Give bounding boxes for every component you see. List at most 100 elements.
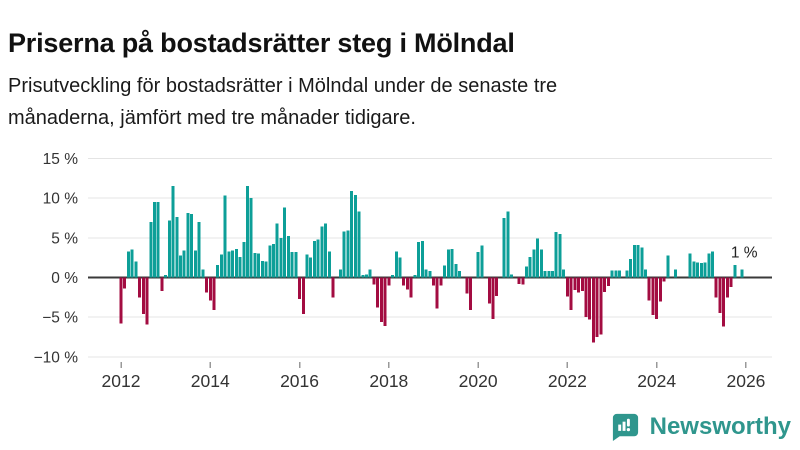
bar-2020-10 xyxy=(510,274,514,278)
bar-2018-09 xyxy=(417,241,421,278)
bar-2022-10 xyxy=(599,277,603,335)
bar-2025-05 xyxy=(714,277,718,298)
bar-2014-05 xyxy=(223,195,227,278)
bar-2020-05 xyxy=(491,277,495,319)
bar-2016-12 xyxy=(338,269,342,278)
bar-2021-12 xyxy=(562,269,566,278)
bar-2018-06 xyxy=(405,277,409,290)
bar-2021-01 xyxy=(521,277,525,285)
bar-2021-05 xyxy=(536,238,540,278)
bar-2015-11 xyxy=(290,252,294,278)
price-chart: 15 % 10 % 5 % 0 % −5 % −10 % 2012 2014 2016 2018 2… xyxy=(34,151,772,391)
bar-2025-06 xyxy=(718,277,722,314)
bar-2013-11 xyxy=(201,269,205,278)
bar-2019-03 xyxy=(439,277,443,286)
bar-2018-10 xyxy=(420,240,424,278)
bar-2014-12 xyxy=(249,198,253,278)
bar-2013-06 xyxy=(182,250,186,278)
bar-2015-03 xyxy=(260,260,264,278)
bar-2018-12 xyxy=(428,271,432,278)
bar-2012-02 xyxy=(123,277,127,289)
bar-2020-12 xyxy=(517,277,521,284)
bar-2021-02 xyxy=(524,266,528,278)
bar-2017-12 xyxy=(383,277,387,326)
bar-2019-11 xyxy=(469,277,473,311)
bar-2015-12 xyxy=(294,252,298,278)
bar-2019-08 xyxy=(458,271,462,278)
x-axis-label: 2012 xyxy=(102,371,141,391)
bar-2022-06 xyxy=(584,277,588,318)
bar-2019-02 xyxy=(435,277,439,309)
bar-2022-04 xyxy=(577,277,581,293)
bar-2018-03 xyxy=(394,251,398,278)
x-axis-label: 2022 xyxy=(548,371,587,391)
bar-2015-02 xyxy=(257,253,261,278)
bar-2014-04 xyxy=(219,254,223,278)
bar-2012-01 xyxy=(119,277,123,324)
bar-2015-06 xyxy=(272,244,276,278)
y-axis-label: 0 % xyxy=(51,270,78,287)
bar-2024-12 xyxy=(696,262,700,278)
bar-2018-08 xyxy=(413,275,417,278)
bar-2013-12 xyxy=(205,277,209,293)
bar-2017-05 xyxy=(357,211,361,278)
bar-2020-09 xyxy=(506,211,510,278)
bar-2015-07 xyxy=(275,223,279,278)
y-axis-label: 15 % xyxy=(43,151,79,168)
newsworthy-logo: Newsworthy xyxy=(610,411,791,443)
bar-2017-07 xyxy=(365,274,369,278)
bar-2018-05 xyxy=(402,277,406,286)
bar-2024-03 xyxy=(662,277,666,282)
bar-2020-04 xyxy=(487,277,491,304)
bar-2023-02 xyxy=(614,270,618,278)
bar-2023-12 xyxy=(651,277,655,315)
newsworthy-logo-icon xyxy=(612,413,638,442)
bar-2021-09 xyxy=(551,271,555,278)
bar-2022-05 xyxy=(580,277,584,291)
bar-2012-10 xyxy=(152,202,156,278)
bar-2016-09 xyxy=(327,251,331,278)
bar-2013-01 xyxy=(164,275,168,278)
bar-2015-10 xyxy=(286,236,290,278)
bar-2017-02 xyxy=(346,230,350,278)
bar-2022-07 xyxy=(588,277,592,320)
bar-2021-04 xyxy=(532,249,536,278)
bar-2019-06 xyxy=(450,248,454,278)
bar-2017-03 xyxy=(350,190,354,278)
bar-2019-05 xyxy=(446,249,450,278)
bar-2012-07 xyxy=(141,277,145,315)
bar-2014-10 xyxy=(242,241,246,278)
bar-2016-03 xyxy=(305,254,309,278)
bar-2015-08 xyxy=(279,237,283,278)
bar-2012-04 xyxy=(130,249,134,278)
bar-2012-06 xyxy=(138,277,142,298)
chart-subtitle-line1: Prisutveckling för bostadsrätter i Mölnd… xyxy=(8,75,558,97)
bar-2017-08 xyxy=(368,269,372,278)
bar-2021-03 xyxy=(528,256,532,278)
bar-2017-01 xyxy=(342,231,346,278)
bar-2025-07 xyxy=(722,277,726,327)
bar-2017-11 xyxy=(379,277,383,322)
bar-2013-04 xyxy=(175,217,179,278)
bar-2013-09 xyxy=(193,250,197,278)
bar-2013-05 xyxy=(179,255,183,278)
bar-2023-10 xyxy=(644,269,648,278)
chart-subtitle: Prisutveckling för bostadsrätter i Mölnd… xyxy=(8,70,557,134)
chart-title: Priserna på bostadsrätter steg i Mölndal xyxy=(8,28,515,59)
bar-2022-08 xyxy=(591,277,595,343)
bar-2023-01 xyxy=(610,270,614,278)
bar-2020-01 xyxy=(476,252,480,278)
bar-2015-05 xyxy=(268,245,272,278)
bar-2019-07 xyxy=(454,264,458,278)
bar-2013-07 xyxy=(186,213,190,278)
bar-2024-04 xyxy=(666,255,670,278)
bar-2023-05 xyxy=(625,270,629,278)
x-axis-label: 2024 xyxy=(637,371,676,391)
bar-2016-01 xyxy=(298,277,302,299)
y-axis-label: 10 % xyxy=(43,191,79,208)
bar-2023-08 xyxy=(636,244,640,278)
bar-2016-10 xyxy=(331,277,335,298)
bar-2016-05 xyxy=(312,240,316,278)
bar-2021-08 xyxy=(547,271,551,278)
bar-2015-01 xyxy=(253,252,257,278)
